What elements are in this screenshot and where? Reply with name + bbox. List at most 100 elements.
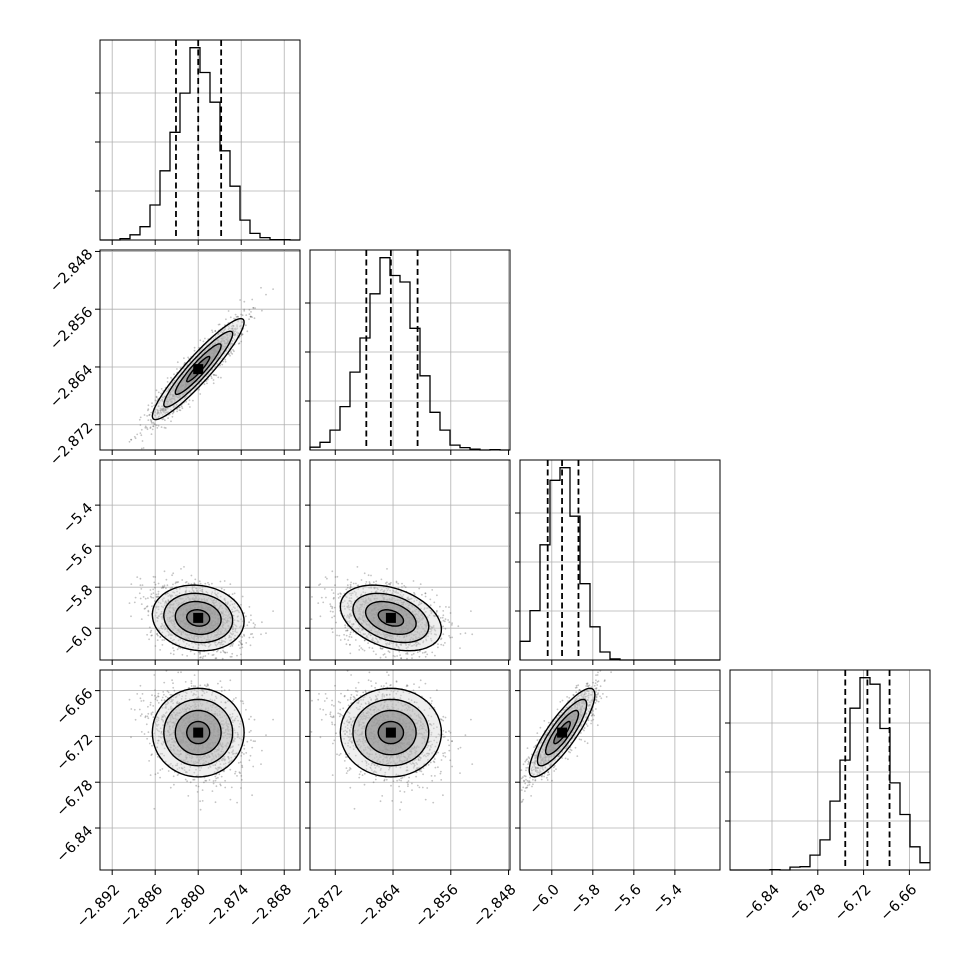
scatter-point bbox=[172, 647, 174, 649]
scatter-point bbox=[418, 587, 421, 590]
scatter-point bbox=[243, 308, 246, 311]
scatter-point bbox=[406, 657, 408, 660]
scatter-point bbox=[232, 349, 234, 351]
scatter-point bbox=[176, 581, 179, 584]
scatter-point bbox=[187, 356, 190, 359]
scatter-point bbox=[360, 579, 363, 581]
scatter-point bbox=[333, 615, 336, 618]
scatter-point bbox=[224, 360, 227, 363]
scatter-point bbox=[156, 410, 159, 413]
panel-2-1 bbox=[309, 459, 511, 661]
scatter-point bbox=[231, 324, 234, 327]
scatter-point bbox=[348, 635, 351, 638]
scatter-point bbox=[152, 425, 155, 427]
scatter-point bbox=[186, 655, 189, 657]
scatter-point bbox=[335, 621, 337, 624]
scatter-point bbox=[214, 330, 217, 333]
scatter-point bbox=[146, 737, 149, 740]
scatter-point bbox=[381, 647, 384, 650]
scatter-point bbox=[165, 587, 167, 590]
scatter-point bbox=[148, 414, 151, 417]
scatter-point bbox=[157, 424, 160, 427]
scatter-point bbox=[211, 331, 214, 333]
scatter-point bbox=[155, 389, 158, 392]
scatter-point bbox=[219, 580, 222, 583]
scatter-point bbox=[211, 582, 213, 585]
scatter-point bbox=[379, 656, 382, 659]
scatter-point bbox=[128, 602, 131, 604]
scatter-point bbox=[164, 407, 167, 410]
scatter-point bbox=[419, 583, 422, 585]
scatter-point bbox=[241, 646, 244, 649]
scatter-point bbox=[222, 360, 225, 363]
scatter-point bbox=[151, 422, 153, 424]
scatter-point bbox=[332, 592, 335, 594]
scatter-point bbox=[238, 342, 241, 345]
scatter-point bbox=[375, 653, 377, 656]
scatter-point bbox=[368, 581, 371, 583]
scatter-point bbox=[349, 583, 352, 586]
panel-2-0 bbox=[99, 459, 301, 661]
scatter-point bbox=[345, 643, 348, 646]
scatter-point bbox=[223, 589, 226, 591]
scatter-point bbox=[243, 612, 246, 614]
scatter-point bbox=[146, 428, 149, 431]
scatter-point bbox=[233, 338, 236, 341]
scatter-point bbox=[251, 316, 254, 318]
scatter-point bbox=[159, 409, 162, 412]
panel-2-2 bbox=[519, 459, 721, 661]
scatter-point bbox=[261, 621, 263, 624]
scatter-point bbox=[164, 408, 167, 411]
scatter-point bbox=[370, 574, 372, 577]
scatter-point bbox=[388, 582, 391, 585]
scatter-point bbox=[325, 596, 327, 599]
scatter-point bbox=[143, 414, 146, 416]
scatter-point bbox=[234, 333, 237, 335]
scatter-point bbox=[448, 635, 450, 637]
scatter-point bbox=[220, 587, 223, 590]
scatter-point bbox=[193, 346, 196, 349]
scatter-point bbox=[324, 576, 327, 578]
scatter-point bbox=[161, 408, 164, 411]
scatter-point bbox=[364, 583, 367, 585]
scatter-point bbox=[416, 651, 419, 654]
scatter-point bbox=[138, 708, 141, 711]
scatter-point bbox=[386, 581, 388, 584]
scatter-point bbox=[233, 334, 236, 337]
scatter-point bbox=[202, 655, 205, 658]
scatter-point bbox=[130, 615, 132, 618]
scatter-point bbox=[261, 309, 263, 312]
scatter-point bbox=[157, 411, 160, 414]
scatter-point bbox=[154, 399, 157, 402]
scatter-point bbox=[157, 405, 160, 408]
scatter-point bbox=[210, 375, 213, 378]
scatter-point bbox=[149, 701, 152, 704]
scatter-point bbox=[231, 593, 234, 595]
scatter-point bbox=[147, 408, 150, 411]
scatter-point bbox=[248, 718, 251, 721]
scatter-point bbox=[363, 572, 366, 575]
scatter-point bbox=[187, 795, 190, 797]
scatter-point bbox=[142, 447, 145, 449]
scatter-point bbox=[199, 582, 202, 585]
scatter-point bbox=[199, 393, 202, 395]
scatter-point bbox=[180, 568, 182, 570]
scatter-point bbox=[139, 432, 142, 434]
scatter-point bbox=[171, 415, 174, 418]
scatter-point bbox=[159, 649, 162, 651]
scatter-point bbox=[161, 408, 164, 411]
scatter-point bbox=[198, 388, 201, 391]
scatter-point bbox=[159, 769, 162, 771]
scatter-point bbox=[236, 331, 238, 334]
scatter-point bbox=[187, 403, 190, 405]
scatter-point bbox=[236, 654, 238, 657]
scatter-point bbox=[157, 391, 160, 394]
scatter-point bbox=[319, 583, 322, 585]
scatter-point bbox=[424, 592, 427, 595]
scatter-point bbox=[133, 601, 136, 604]
scatter-point bbox=[173, 405, 175, 408]
scatter-point bbox=[232, 642, 234, 645]
scatter-point bbox=[154, 423, 157, 426]
scatter-point bbox=[190, 574, 193, 577]
scatter-point bbox=[250, 311, 252, 313]
